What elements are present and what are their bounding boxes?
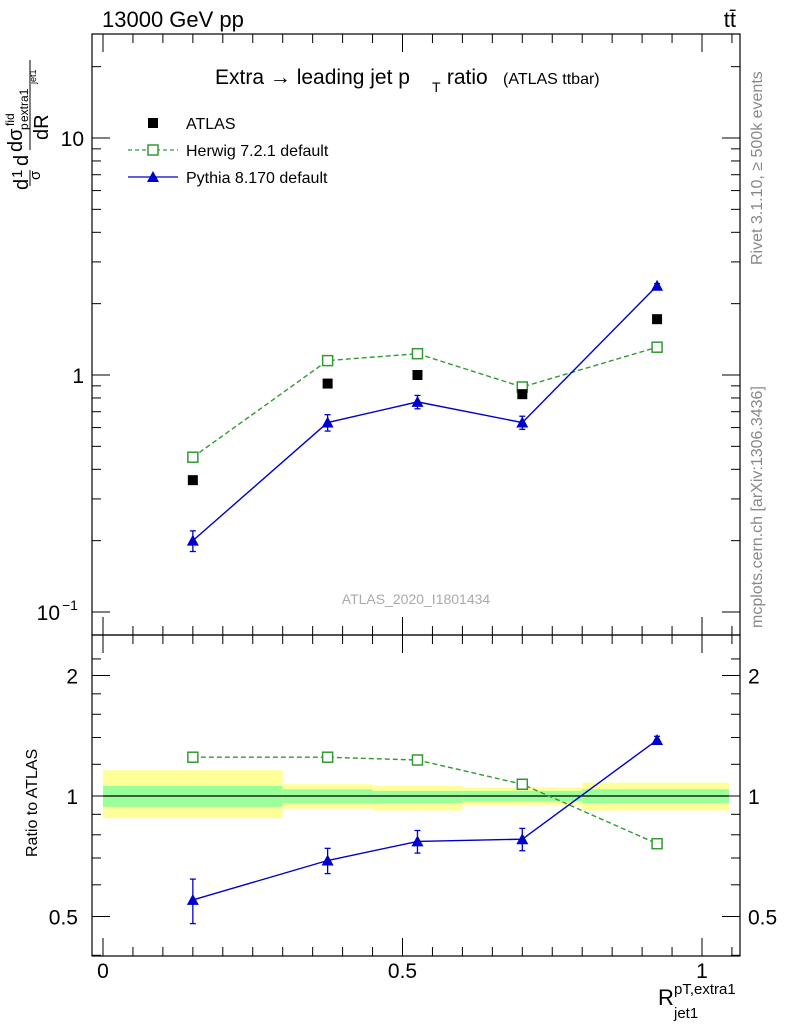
svg-text:p: p bbox=[17, 123, 31, 130]
legend-marker-herwig bbox=[147, 144, 159, 156]
xlabel-sub: jet1 bbox=[673, 1005, 698, 1022]
main-herwig-point-4 bbox=[651, 341, 663, 353]
svg-text:jet1: jet1 bbox=[28, 69, 38, 85]
legend-label-herwig: Herwig 7.2.1 default bbox=[186, 143, 329, 160]
energy-label: 13000 GeV pp bbox=[102, 7, 244, 32]
main-ylabel: d 1 σ d dσ fid p extra1 jet1 dR bbox=[3, 60, 53, 190]
legend-marker-pythia bbox=[147, 171, 159, 182]
ratio-pythia-point-3 bbox=[516, 833, 529, 845]
ratio-xtick-label-0: 0 bbox=[97, 960, 109, 983]
main-atlas-point-4 bbox=[652, 314, 663, 325]
main-title: Extra → leading jet p T ratio (ATLAS ttb… bbox=[215, 66, 600, 95]
svg-text:dR: dR bbox=[31, 114, 53, 140]
ratio-ytick-label-right-2: 2 bbox=[748, 666, 760, 689]
ratio-pythia-line bbox=[192, 739, 658, 901]
main-ytick-label-0p1-exp: −1 bbox=[62, 597, 78, 613]
ratio-pythia-point-0 bbox=[186, 893, 199, 905]
ratio-ytick-label-left-1: 1 bbox=[66, 786, 78, 809]
svg-text:Extra → lead: Extra → leading jet p bbox=[215, 66, 410, 89]
main-atlas-point-2 bbox=[412, 370, 423, 380]
legend-label-atlas: ATLAS bbox=[186, 116, 236, 133]
ratio-ytick-label-right-1: 1 bbox=[748, 786, 760, 809]
main-ytick-label-0p1-base: 10 bbox=[37, 602, 60, 625]
svg-text:fid: fid bbox=[3, 113, 17, 126]
main-ytick-label-10: 10 bbox=[61, 128, 84, 151]
main-atlas-point-1 bbox=[322, 378, 333, 389]
ratio-pythia-point-4 bbox=[651, 734, 664, 746]
svg-text:1: 1 bbox=[9, 170, 26, 178]
main-pythia-point-2 bbox=[411, 395, 424, 407]
main-ytick-label-1: 1 bbox=[72, 365, 84, 388]
ratio-band-green-2 bbox=[372, 790, 463, 804]
ratio-herwig-point-3 bbox=[516, 778, 529, 790]
ratio-herwig-point-4 bbox=[651, 837, 663, 850]
main-pythia-point-4 bbox=[651, 279, 664, 291]
svg-text:σ: σ bbox=[27, 170, 44, 180]
ratio-ylabel: Ratio to ATLAS bbox=[24, 749, 41, 857]
ratio-herwig-point-2 bbox=[411, 754, 424, 766]
title-part-paren: (ATLAS ttbar) bbox=[503, 71, 600, 88]
main-pythia-line bbox=[192, 285, 658, 542]
main-herwig-point-2 bbox=[411, 347, 424, 360]
svg-text:extra1: extra1 bbox=[17, 88, 31, 122]
mcplots-label: mcplots.cern.ch [arXiv:1306.3436] bbox=[749, 386, 766, 628]
main-atlas-point-0 bbox=[187, 475, 198, 486]
ratio-xtick-label-2: 1 bbox=[696, 960, 708, 983]
main-pythia-point-3 bbox=[516, 416, 529, 428]
svg-text:dσ: dσ bbox=[5, 128, 27, 152]
title-part-tail: ratio bbox=[441, 66, 488, 89]
main-pythia-point-0 bbox=[186, 534, 199, 546]
ratio-ytick-label-right-0: 0.5 bbox=[748, 907, 777, 930]
ratio-ytick-label-left-2: 2 bbox=[66, 666, 78, 689]
main-herwig-point-0 bbox=[187, 451, 199, 463]
ratio-xtick-label-1: 0.5 bbox=[388, 960, 417, 983]
rivet-label: Rivet 3.1.10, ≥ 500k events bbox=[749, 71, 766, 265]
svg-text:d: d bbox=[11, 155, 33, 166]
main-pythia-point-1 bbox=[321, 416, 334, 428]
svg-text:d: d bbox=[11, 179, 33, 190]
ratio-herwig-point-1 bbox=[321, 751, 334, 763]
legend-label-pythia: Pythia 8.170 default bbox=[186, 170, 328, 187]
main-herwig-line bbox=[192, 346, 658, 458]
legend-marker-atlas bbox=[148, 118, 158, 128]
title-part-mid: leading jet p bbox=[297, 66, 410, 89]
xlabel-sup: pT,extra1 bbox=[674, 981, 736, 998]
process-label: tt̄ bbox=[724, 7, 736, 32]
legend: ATLAS Herwig 7.2.1 default Pythia 8.170 … bbox=[128, 116, 329, 187]
ratio-pythia-point-2 bbox=[411, 835, 424, 847]
analysis-watermark: ATLAS_2020_I1801434 bbox=[342, 591, 491, 607]
main-atlas-point-3 bbox=[517, 389, 528, 400]
xlabel-main: R bbox=[658, 985, 674, 1010]
title-part-sub: T bbox=[432, 79, 441, 95]
arrow-icon: → bbox=[270, 66, 297, 89]
ratio-herwig-point-0 bbox=[187, 751, 199, 763]
ratio-ytick-label-left-0: 0.5 bbox=[49, 907, 78, 930]
title-part-extra: Extra bbox=[215, 66, 264, 89]
ratio-pythia-point-1 bbox=[321, 854, 334, 866]
main-herwig-point-1 bbox=[321, 354, 334, 367]
x-axis-label: R pT,extra1 jet1 bbox=[658, 981, 736, 1022]
